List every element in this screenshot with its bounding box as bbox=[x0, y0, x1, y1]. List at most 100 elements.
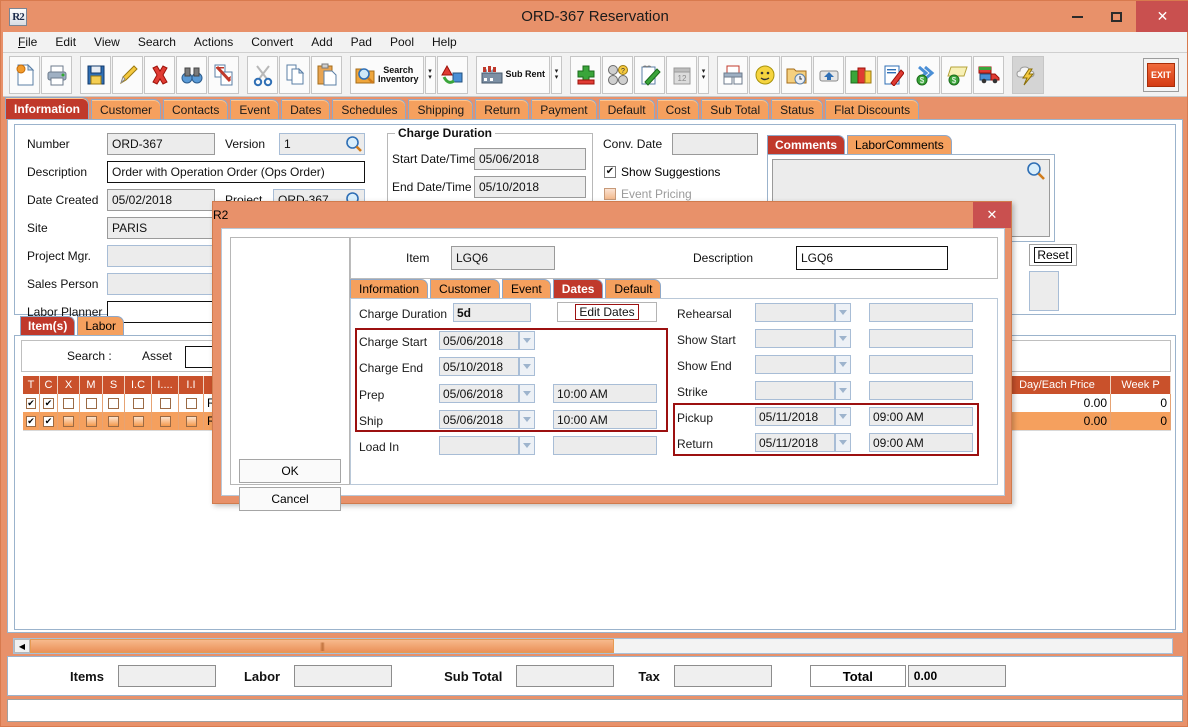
end-datetime-field[interactable]: 05/10/2018 bbox=[474, 176, 586, 198]
strike-dropdown[interactable] bbox=[835, 381, 851, 400]
edit-button[interactable] bbox=[112, 55, 143, 94]
date-created-field[interactable]: 05/02/2018 bbox=[107, 189, 215, 211]
tab-contacts[interactable]: Contacts bbox=[163, 99, 229, 119]
column-header-m[interactable]: M bbox=[80, 376, 103, 394]
exit-button[interactable]: EXIT bbox=[1143, 57, 1179, 92]
smiley-button[interactable] bbox=[749, 55, 781, 94]
event-pricing-checkbox[interactable]: Event Pricing bbox=[604, 187, 692, 201]
tab-labor-comments[interactable]: LaborComments bbox=[847, 135, 952, 154]
print-button[interactable] bbox=[41, 55, 72, 94]
menu-pool[interactable]: Pool bbox=[389, 35, 415, 49]
flash-button[interactable] bbox=[1012, 55, 1045, 94]
reset-button[interactable]: Reset bbox=[1029, 244, 1077, 266]
horizontal-scrollbar[interactable]: ◀ ||| bbox=[13, 638, 1173, 654]
dialog-tab-customer[interactable]: Customer bbox=[430, 279, 501, 298]
row-checkbox-m[interactable] bbox=[85, 415, 97, 427]
show-end-time[interactable] bbox=[869, 355, 973, 374]
row-checkbox-i[interactable] bbox=[159, 415, 171, 427]
number-field[interactable]: ORD-367 bbox=[107, 133, 215, 155]
convert-shape-button[interactable] bbox=[436, 55, 468, 94]
row-checkbox-x[interactable] bbox=[63, 415, 74, 427]
scrollbar-thumb[interactable]: ||| bbox=[30, 639, 614, 653]
pickup-dropdown[interactable] bbox=[835, 407, 851, 426]
menu-edit[interactable]: Edit bbox=[55, 35, 77, 49]
ship-dropdown[interactable] bbox=[519, 410, 535, 429]
add-button[interactable] bbox=[570, 55, 602, 94]
tab-schedules[interactable]: Schedules bbox=[332, 99, 407, 119]
total-button[interactable]: Total bbox=[809, 665, 906, 687]
conv-date-field[interactable] bbox=[672, 133, 758, 155]
column-header-ic[interactable]: I.C bbox=[125, 376, 152, 394]
column-header-day-each-price[interactable]: Day/Each Price bbox=[1004, 376, 1111, 394]
menu-add[interactable]: Add bbox=[311, 35, 333, 49]
find-button[interactable] bbox=[176, 55, 207, 94]
notes-edit-button[interactable] bbox=[634, 55, 666, 94]
reverse-document-button[interactable] bbox=[208, 55, 239, 94]
dialog-close-button[interactable]: ✕ bbox=[973, 202, 1011, 228]
return-dropdown[interactable] bbox=[835, 433, 851, 452]
menu-view[interactable]: View bbox=[94, 35, 120, 49]
tab-default[interactable]: Default bbox=[598, 99, 655, 119]
start-datetime-field[interactable]: 05/06/2018 bbox=[474, 148, 586, 170]
tab-return[interactable]: Return bbox=[475, 99, 530, 119]
column-header-week-price[interactable]: Week P bbox=[1111, 376, 1171, 394]
menu-file[interactable]: FFileile bbox=[18, 35, 38, 49]
group-help-button[interactable]: ? bbox=[602, 55, 634, 94]
delete-button[interactable] bbox=[144, 55, 175, 94]
tab-comments[interactable]: Comments bbox=[767, 135, 846, 154]
row-checkbox-m[interactable] bbox=[85, 397, 97, 409]
transfer-money-button[interactable]: $ bbox=[909, 55, 941, 94]
dialog-description-field[interactable]: LGQ6 bbox=[796, 246, 948, 270]
row-checkbox-ii[interactable] bbox=[185, 415, 197, 427]
copy-button[interactable] bbox=[279, 55, 310, 94]
search-inventory-button[interactable]: Search Inventory bbox=[350, 55, 424, 94]
menu-search[interactable]: Search bbox=[137, 35, 176, 49]
row-checkbox-c[interactable]: ✔ bbox=[43, 415, 54, 427]
show-start-dropdown[interactable] bbox=[835, 329, 851, 348]
row-checkbox-t[interactable]: ✔ bbox=[26, 415, 36, 427]
menu-convert[interactable]: Convert bbox=[251, 35, 294, 49]
keyboard-button[interactable] bbox=[813, 55, 845, 94]
dialog-item-field[interactable]: LGQ6 bbox=[451, 246, 555, 270]
show-end-date[interactable] bbox=[755, 355, 835, 374]
tab-shipping[interactable]: Shipping bbox=[408, 99, 474, 119]
column-header-ii[interactable]: I.I bbox=[179, 376, 204, 394]
version-field[interactable]: 1 bbox=[279, 133, 365, 155]
description-field[interactable]: Order with Operation Order (Ops Order) bbox=[107, 161, 365, 183]
project-mgr-field[interactable] bbox=[107, 245, 229, 267]
ok-button[interactable]: OK bbox=[239, 459, 341, 483]
column-header-t[interactable]: T bbox=[23, 376, 40, 394]
rehearsal-date[interactable] bbox=[755, 303, 835, 322]
shipping-truck-button[interactable] bbox=[973, 55, 1005, 94]
menu-pad[interactable]: Pad bbox=[350, 35, 372, 49]
sub-rent-button[interactable]: Sub Rent bbox=[475, 55, 551, 94]
scroll-left-arrow[interactable]: ◀ bbox=[14, 639, 30, 653]
row-checkbox-s[interactable] bbox=[108, 415, 119, 427]
charge-end-date[interactable]: 05/10/2018 bbox=[439, 357, 519, 376]
tab-dates[interactable]: Dates bbox=[281, 99, 331, 119]
site-field[interactable]: PARIS bbox=[107, 217, 215, 239]
prep-time[interactable]: 10:00 AM bbox=[553, 384, 657, 403]
rehearsal-time[interactable] bbox=[869, 303, 973, 322]
show-start-date[interactable] bbox=[755, 329, 835, 348]
load-in-time[interactable] bbox=[553, 436, 657, 455]
load-in-dropdown[interactable] bbox=[519, 436, 535, 455]
menu-help[interactable]: Help bbox=[432, 35, 457, 49]
rehearsal-dropdown[interactable] bbox=[835, 303, 851, 322]
search-inventory-dropdown[interactable]: ▾ ▾ bbox=[424, 55, 436, 94]
recent-folder-button[interactable] bbox=[781, 55, 813, 94]
show-end-dropdown[interactable] bbox=[835, 355, 851, 374]
database-button[interactable] bbox=[845, 55, 877, 94]
column-header-i[interactable]: I.... bbox=[152, 376, 179, 394]
return-date[interactable]: 05/11/2018 bbox=[755, 433, 835, 452]
charge-end-dropdown[interactable] bbox=[519, 357, 535, 376]
row-checkbox-ic[interactable] bbox=[132, 397, 144, 409]
strike-time[interactable] bbox=[869, 381, 973, 400]
comments-search-icon[interactable] bbox=[1026, 161, 1046, 181]
version-lookup-icon[interactable] bbox=[345, 135, 363, 153]
show-start-time[interactable] bbox=[869, 329, 973, 348]
minimize-button[interactable] bbox=[1058, 1, 1097, 32]
row-checkbox-x[interactable] bbox=[63, 397, 74, 409]
show-suggestions-checkbox[interactable]: ✔ Show Suggestions bbox=[604, 165, 720, 179]
tab-sub-total[interactable]: Sub Total bbox=[701, 99, 770, 119]
